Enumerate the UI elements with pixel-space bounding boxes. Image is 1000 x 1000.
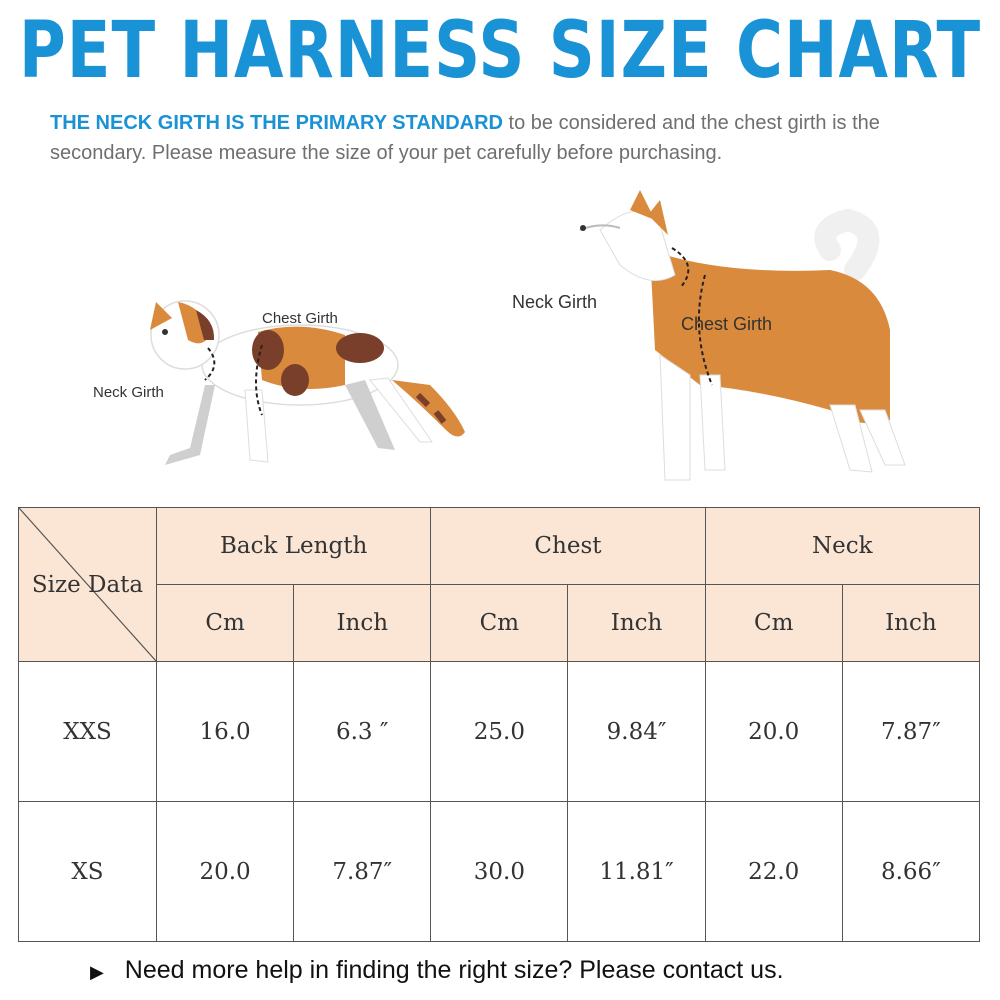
cat-chest-girth-label: Chest Girth [262, 310, 338, 327]
unit-neck-inch: Inch [841, 584, 981, 662]
dog-illustration [579, 190, 906, 481]
header-back-length: Back Length [155, 507, 432, 585]
size-data-corner-header: Size Data [18, 507, 157, 662]
table-cell: 6.3 ″ [293, 661, 432, 802]
table-cell: 16.0 [155, 661, 295, 802]
table-cell: 11.81″ [567, 801, 706, 942]
cat-neck-girth-label: Neck Girth [93, 384, 164, 401]
page-title: PET HARNESS SIZE CHART [18, 6, 982, 97]
measurement-note: THE NECK GIRTH IS THE PRIMARY STANDARD t… [50, 108, 970, 168]
unit-back-length-cm: Cm [155, 584, 295, 662]
pet-measurement-illustration: Chest Girth Neck Girth Neck Girth Chest … [93, 190, 906, 481]
table-cell: 20.0 [704, 661, 843, 802]
dog-chest-girth-label: Chest Girth [681, 314, 772, 334]
table-cell: 9.84″ [567, 661, 706, 802]
play-arrow-icon: ▶ [90, 962, 104, 982]
unit-chest-cm: Cm [430, 584, 569, 662]
header-neck: Neck [704, 507, 981, 585]
table-cell: 20.0 [155, 801, 295, 942]
size-cell: XXS [18, 661, 157, 802]
size-table: Size Data Back Length Chest Neck Cm Inch… [18, 507, 981, 942]
help-footer: ▶ Need more help in finding the right si… [90, 956, 784, 985]
table-cell: 8.66″ [841, 801, 981, 942]
table-row: XS 20.0 7.87″ 30.0 11.81″ 22.0 8.66″ [18, 801, 981, 942]
size-cell: XS [18, 801, 157, 942]
diagonal-divider [19, 508, 156, 661]
table-cell: 7.87″ [293, 801, 432, 942]
primary-standard-highlight: THE NECK GIRTH IS THE PRIMARY STANDARD [50, 112, 503, 134]
help-text: Need more help in finding the right size… [124, 956, 784, 984]
cat-illustration [150, 300, 465, 465]
table-cell: 7.87″ [841, 661, 981, 802]
table-row: XXS 16.0 6.3 ″ 25.0 9.84″ 20.0 7.87″ [18, 661, 981, 802]
dog-neck-girth-label: Neck Girth [512, 292, 597, 312]
table-cell: 25.0 [430, 661, 569, 802]
table-unit-row: Cm Inch Cm Inch Cm Inch [19, 584, 981, 662]
measurement-note-text: to be considered and the chest girth is … [50, 112, 880, 164]
table-cell: 22.0 [704, 801, 843, 942]
unit-neck-cm: Cm [704, 584, 843, 662]
table-cell: 30.0 [430, 801, 569, 942]
unit-chest-inch: Inch [567, 584, 706, 662]
size-data-label: Size Data [31, 571, 144, 598]
table-header-row: Size Data Back Length Chest Neck [18, 507, 981, 662]
header-chest: Chest [430, 507, 706, 585]
unit-back-length-inch: Inch [293, 584, 432, 662]
